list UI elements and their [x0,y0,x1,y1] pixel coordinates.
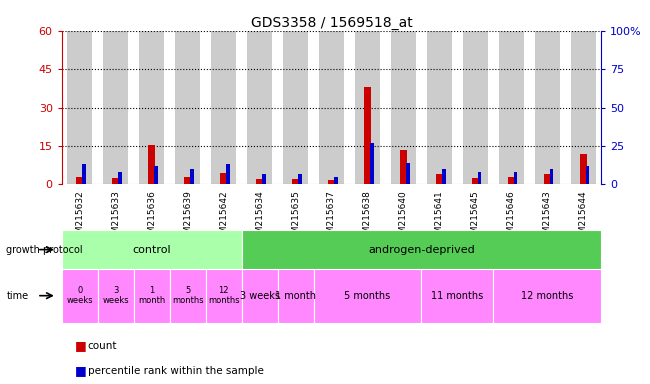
Bar [580,154,587,184]
Text: growth protocol: growth protocol [6,245,83,255]
Text: 1 month: 1 month [275,291,316,301]
Bar [493,269,601,323]
Text: 3 weeks: 3 weeks [240,291,280,301]
Bar [262,174,266,184]
Text: ■: ■ [75,339,86,352]
Bar [226,164,229,184]
Bar [139,31,164,184]
Bar [184,177,191,184]
Bar [278,269,313,323]
Bar [62,269,98,323]
Text: 1
month: 1 month [138,286,165,305]
Bar [247,31,272,184]
Bar [118,172,122,184]
Bar [391,31,416,184]
Bar [472,178,479,184]
Bar [364,87,371,184]
Bar [205,269,242,323]
Bar [220,173,227,184]
Bar [76,177,83,184]
Bar [175,31,200,184]
Bar [154,166,158,184]
Bar [134,269,170,323]
Bar [355,31,380,184]
Text: percentile rank within the sample: percentile rank within the sample [88,366,264,376]
Bar [508,177,515,184]
Text: 5
months: 5 months [172,286,203,305]
Bar [400,150,407,184]
Text: 11 months: 11 months [431,291,484,301]
Bar [170,269,205,323]
Bar [499,31,524,184]
Bar [370,143,374,184]
Bar [478,172,482,184]
Bar [436,174,443,184]
Bar [427,31,452,184]
Bar [112,178,119,184]
Bar [190,169,194,184]
Bar [550,169,553,184]
Bar [334,177,337,184]
Bar [211,31,236,184]
Bar [298,174,302,184]
Bar [292,179,299,184]
Text: 5 months: 5 months [344,291,391,301]
Text: androgen-deprived: androgen-deprived [368,245,474,255]
Bar [256,179,263,184]
Bar [62,230,242,269]
Bar [463,31,488,184]
Bar [406,163,410,184]
Text: 3
weeks: 3 weeks [103,286,129,305]
Text: time: time [6,291,29,301]
Bar [535,31,560,184]
Bar [103,31,128,184]
Bar [328,180,335,184]
Bar [514,172,517,184]
Bar [283,31,308,184]
Title: GDS3358 / 1569518_at: GDS3358 / 1569518_at [251,16,412,30]
Bar [82,164,86,184]
Bar [544,174,551,184]
Text: control: control [133,245,171,255]
Bar [571,31,596,184]
Text: count: count [88,341,117,351]
Bar [98,269,134,323]
Text: 12 months: 12 months [521,291,573,301]
Text: 0
weeks: 0 weeks [66,286,93,305]
Text: 12
months: 12 months [208,286,239,305]
Bar [242,269,278,323]
Bar [313,269,421,323]
Bar [148,145,155,184]
Bar [421,269,493,323]
Bar [242,230,601,269]
Bar [319,31,344,184]
Text: ■: ■ [75,364,86,377]
Bar [586,166,590,184]
Bar [442,169,445,184]
Bar [67,31,92,184]
